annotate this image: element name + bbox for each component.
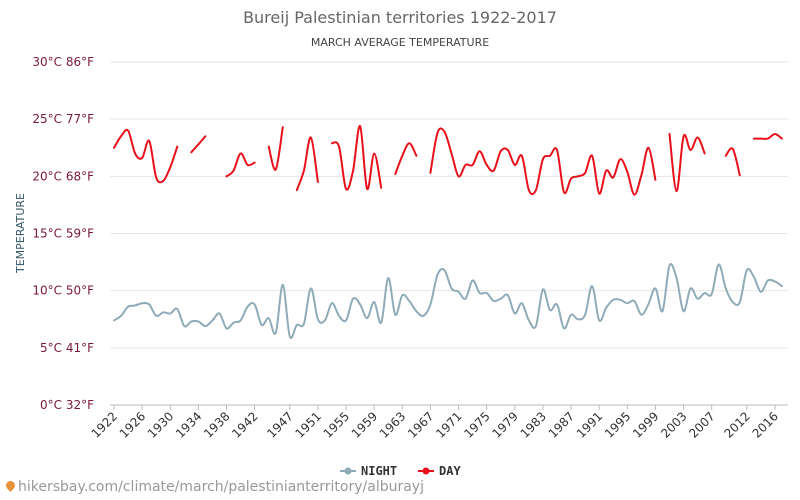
series-night bbox=[113, 263, 783, 339]
x-tick-label: 2012 bbox=[721, 409, 752, 440]
source-link[interactable]: hikersbay.com/climate/march/palestiniant… bbox=[4, 479, 424, 495]
legend-label: DAY bbox=[439, 464, 461, 478]
y-tick-label: 5°C 41°F bbox=[40, 341, 94, 355]
x-tick-label: 1942 bbox=[229, 409, 260, 440]
series-line-day bbox=[225, 152, 256, 178]
location-pin-icon bbox=[4, 479, 17, 492]
legend-item-day[interactable]: DAY bbox=[418, 464, 461, 478]
series-line-day bbox=[429, 127, 657, 196]
x-tick-label: 1975 bbox=[461, 409, 492, 440]
x-tick-label: 1947 bbox=[264, 409, 295, 440]
series-line-day bbox=[331, 124, 383, 191]
source-text: hikersbay.com/climate/march/palestiniant… bbox=[18, 479, 424, 495]
x-tick-label: 1967 bbox=[405, 409, 436, 440]
x-tick-label: 1955 bbox=[321, 409, 352, 440]
series-line-night bbox=[113, 263, 783, 339]
series-line-day bbox=[752, 133, 783, 140]
y-tick-label: 30°C 86°F bbox=[32, 55, 94, 69]
series-lines bbox=[113, 124, 783, 339]
series-line-day bbox=[394, 142, 418, 175]
legend[interactable]: NIGHT DAY bbox=[340, 464, 461, 478]
chart-subtitle: MARCH AVERAGE TEMPERATURE bbox=[311, 36, 489, 49]
legend-marker bbox=[344, 467, 352, 475]
x-tick-label: 1930 bbox=[145, 409, 176, 440]
series-line-day bbox=[295, 136, 319, 192]
legend-item-night[interactable]: NIGHT bbox=[340, 464, 397, 478]
x-tick-label: 1991 bbox=[574, 409, 605, 440]
legend-marker bbox=[422, 467, 430, 475]
x-tick-label: 1938 bbox=[201, 409, 232, 440]
series-line-day bbox=[190, 135, 207, 154]
series-line-day bbox=[113, 128, 179, 184]
y-tick-label: 20°C 68°F bbox=[32, 169, 94, 183]
chart-title: Bureij Palestinian territories 1922-2017 bbox=[243, 8, 557, 27]
x-tick-label: 1926 bbox=[117, 409, 148, 440]
x-tick-label: 1959 bbox=[349, 409, 380, 440]
y-axis-label: TEMPERATURE bbox=[14, 193, 27, 274]
series-day bbox=[113, 124, 783, 196]
x-tick-label: 1983 bbox=[518, 409, 549, 440]
x-tick-label: 1999 bbox=[630, 409, 661, 440]
gridlines bbox=[110, 61, 788, 410]
y-tick-label: 10°C 50°F bbox=[32, 284, 94, 298]
x-tick-label: 2007 bbox=[686, 409, 717, 440]
y-tick-label: 15°C 59°F bbox=[32, 227, 94, 241]
x-tick-label: 1922 bbox=[89, 409, 120, 440]
legend-label: NIGHT bbox=[361, 464, 397, 478]
x-tick-label: 1963 bbox=[377, 409, 408, 440]
x-tick-label: 1979 bbox=[489, 409, 520, 440]
series-line-day bbox=[668, 133, 706, 193]
y-tick-label: 25°C 77°F bbox=[32, 112, 94, 126]
series-line-day bbox=[724, 147, 741, 177]
x-tick-label: 1995 bbox=[602, 409, 633, 440]
x-tick-label: 2016 bbox=[750, 409, 781, 440]
series-line-day bbox=[267, 126, 284, 171]
x-tick-label: 1951 bbox=[293, 409, 324, 440]
y-tick-label: 0°C 32°F bbox=[40, 398, 94, 412]
x-tick-label: 1934 bbox=[173, 409, 204, 440]
x-tick-label: 1971 bbox=[433, 409, 464, 440]
y-tick-labels: 0°C 32°F 5°C 41°F 10°C 50°F 15°C 59°F 20°C 6… bbox=[32, 55, 94, 412]
x-tick-label: 1987 bbox=[546, 409, 577, 440]
x-tick-label: 2003 bbox=[658, 409, 689, 440]
